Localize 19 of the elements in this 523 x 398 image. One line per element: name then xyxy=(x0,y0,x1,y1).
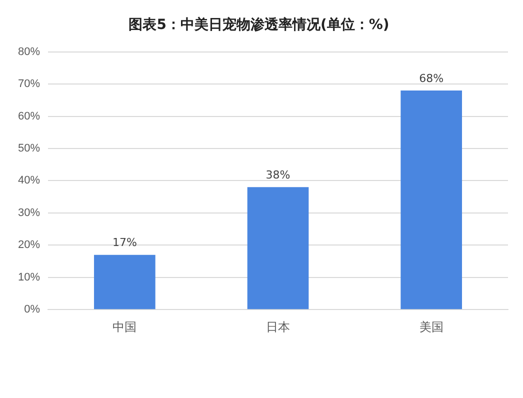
chart-title: 图表5：中美日宠物渗透率情况(单位：%) xyxy=(128,16,390,34)
x-tick-label: 中国 xyxy=(112,320,137,334)
y-tick-label: 80% xyxy=(18,46,40,58)
y-tick-label: 70% xyxy=(18,78,40,90)
data-label: 38% xyxy=(266,168,290,182)
y-tick-label: 20% xyxy=(18,239,40,252)
data-label: 17% xyxy=(112,236,137,250)
data-label: 68% xyxy=(419,72,444,85)
y-tick-label: 30% xyxy=(18,206,40,219)
y-tick-label: 0% xyxy=(24,304,40,316)
x-tick-label: 日本 xyxy=(266,320,290,334)
bar xyxy=(400,90,462,310)
bar xyxy=(247,187,309,310)
y-tick-label: 50% xyxy=(18,142,40,155)
y-tick-label: 10% xyxy=(18,271,40,284)
y-tick-label: 40% xyxy=(18,174,40,187)
bar xyxy=(94,254,156,310)
y-tick-label: 60% xyxy=(18,110,40,122)
x-tick-label: 美国 xyxy=(419,320,444,334)
